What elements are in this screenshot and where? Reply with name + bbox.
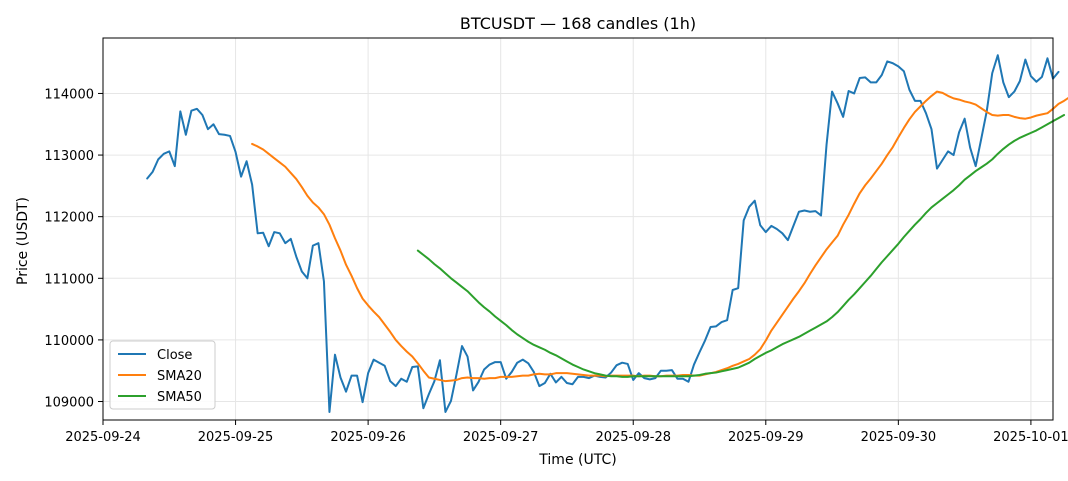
x-axis-title: Time (UTC) <box>538 452 616 468</box>
x-tick-label: 2025-09-28 <box>595 430 671 445</box>
grid <box>102 38 1053 420</box>
y-tick-label: 112000 <box>44 211 94 226</box>
legend-box <box>109 340 216 410</box>
legend-label: SMA50 <box>157 390 202 405</box>
x-tick-label: 2025-09-27 <box>463 430 539 445</box>
legend-label: Close <box>157 348 192 363</box>
legend: Close SMA20 SMA50 <box>109 340 216 410</box>
y-tick-label: 109000 <box>44 396 94 411</box>
x-tick-label: 2025-09-24 <box>65 430 141 445</box>
axes: 2025-09-24 2025-09-25 2025-09-26 2025-09-27… <box>44 87 1068 445</box>
chart-title: BTCUSDT — 168 candles (1h) <box>460 14 696 33</box>
y-tick-label: 111000 <box>44 272 94 287</box>
y-axis-title: Price (USDT) <box>15 197 31 285</box>
x-tick-label: 2025-09-26 <box>330 430 406 445</box>
legend-label: SMA20 <box>157 369 202 384</box>
series-line-sma50 <box>416 114 1066 378</box>
x-tick-label: 2025-09-29 <box>728 430 804 445</box>
y-tick-label: 114000 <box>44 87 94 102</box>
y-tick-label: 113000 <box>44 149 94 164</box>
plot-frame <box>102 37 1054 421</box>
x-tick-label: 2025-09-25 <box>198 430 274 445</box>
series-line-close <box>146 54 1060 413</box>
y-tick-label: 110000 <box>44 334 94 349</box>
x-tick-label: 2025-09-30 <box>861 430 937 445</box>
series-lines <box>146 54 1068 413</box>
x-tick-label: 2025-10-01 <box>993 430 1068 445</box>
